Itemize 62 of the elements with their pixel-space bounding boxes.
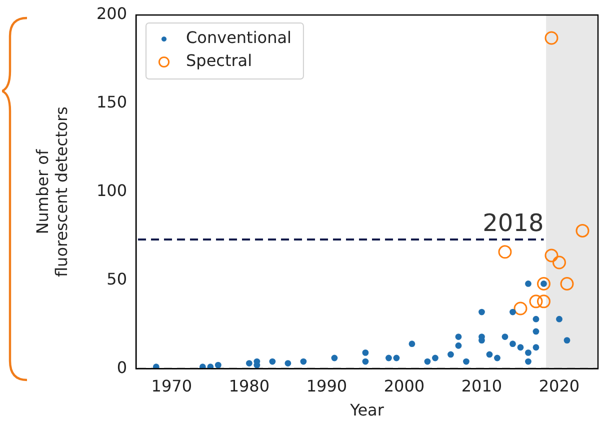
point	[532, 316, 540, 322]
point	[552, 256, 566, 270]
annotation: 2018	[482, 208, 544, 237]
y-axis-title: Number of fluorescent detectors	[32, 106, 71, 278]
point	[207, 364, 214, 369]
point	[478, 337, 485, 344]
point	[536, 276, 550, 290]
point	[486, 351, 493, 358]
point	[284, 360, 292, 366]
x-tick-label: 2010	[461, 376, 502, 396]
point	[576, 224, 590, 238]
legend-label: Conventional	[186, 28, 292, 48]
point	[455, 334, 462, 340]
y-tick-label: 0	[116, 358, 127, 377]
point	[214, 362, 222, 368]
y-tick-label: 200	[96, 4, 127, 24]
y-tick-label: 50	[106, 269, 127, 288]
point	[424, 358, 431, 365]
point	[529, 294, 543, 308]
point	[478, 308, 485, 316]
point	[532, 344, 540, 351]
point	[463, 358, 470, 365]
point	[393, 354, 400, 362]
point	[408, 340, 416, 348]
point	[510, 308, 516, 316]
point	[525, 349, 532, 356]
point	[448, 351, 454, 358]
point	[494, 354, 500, 362]
point	[331, 354, 338, 362]
point	[152, 364, 160, 369]
point	[432, 354, 438, 362]
x-tick-label: 1970	[151, 376, 192, 396]
point	[362, 358, 369, 365]
point	[362, 349, 369, 356]
legend-label: Spectral	[186, 51, 252, 70]
point	[502, 334, 508, 340]
point	[544, 31, 558, 45]
point	[510, 340, 516, 348]
point	[560, 276, 574, 290]
y-tick-label: 150	[96, 92, 127, 112]
x-tick-label: 2020	[538, 376, 580, 396]
y-tick-label: 100	[96, 180, 127, 200]
point	[455, 342, 462, 349]
point	[517, 344, 524, 351]
x-tick-label: 2000	[384, 376, 425, 396]
point	[532, 328, 540, 335]
point	[544, 248, 558, 262]
x-tick-label: 1980	[228, 376, 270, 396]
point	[564, 337, 570, 344]
point	[199, 364, 206, 369]
point	[525, 280, 532, 287]
point	[556, 316, 562, 322]
point	[514, 302, 528, 316]
point	[300, 358, 307, 365]
point	[536, 294, 550, 308]
point	[386, 354, 392, 362]
x-axis-title: Year	[349, 400, 384, 420]
point	[525, 358, 532, 365]
point	[269, 358, 276, 365]
point	[246, 360, 252, 366]
x-tick-label: 1990	[306, 376, 348, 396]
point	[498, 245, 512, 259]
